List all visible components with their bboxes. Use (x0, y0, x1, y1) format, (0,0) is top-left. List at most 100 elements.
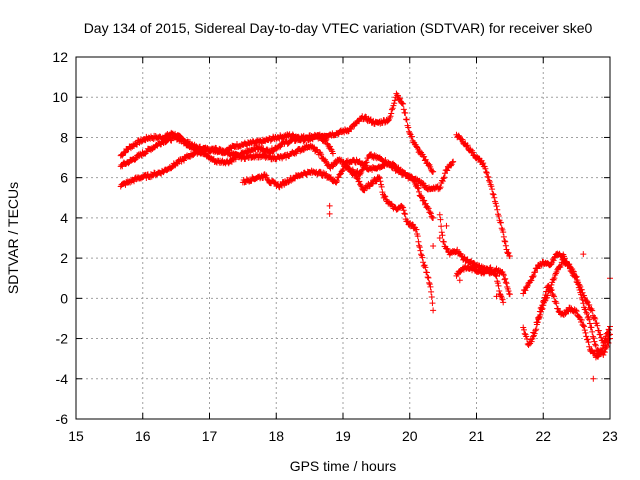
data-point (327, 174, 334, 181)
data-point (423, 269, 430, 276)
data-point (444, 246, 451, 253)
data-point (317, 168, 324, 175)
data-point (494, 280, 501, 287)
y-tick-label: 8 (60, 129, 68, 145)
data-point (420, 262, 427, 269)
outlier-point (436, 235, 443, 241)
data-point (530, 272, 537, 279)
data-point (580, 300, 587, 307)
data-point (551, 275, 558, 282)
data-point (597, 331, 604, 338)
data-point (318, 151, 325, 158)
data-point (437, 216, 444, 223)
data-point (584, 336, 591, 343)
data-point (545, 288, 552, 295)
data-point (422, 156, 429, 163)
data-point (590, 315, 597, 322)
data-point (521, 330, 528, 337)
data-point (588, 347, 595, 354)
x-tick-label: 18 (268, 428, 284, 444)
plot-frame (75, 56, 611, 420)
y-tick-label: 10 (52, 89, 68, 105)
data-point (389, 105, 396, 112)
data-point (232, 156, 239, 163)
data-point (578, 291, 585, 298)
data-point (397, 95, 404, 102)
data-point (354, 175, 361, 182)
data-point (168, 137, 175, 144)
data-point (414, 184, 421, 191)
data-point (494, 206, 501, 213)
data-point (552, 298, 559, 305)
outlier-point (326, 210, 333, 217)
data-point (376, 175, 383, 182)
data-point (489, 190, 496, 197)
data-point (487, 181, 494, 188)
data-point (415, 185, 422, 192)
data-point (381, 192, 388, 199)
data-point (399, 204, 406, 211)
data-point (590, 335, 597, 342)
data-point (457, 135, 464, 142)
data-point (408, 133, 415, 140)
data-point (356, 178, 363, 185)
data-point (190, 143, 197, 150)
data-point (554, 305, 561, 312)
data-point (388, 110, 395, 117)
data-point (495, 282, 502, 289)
y-tick-label: -2 (56, 331, 69, 347)
data-point (595, 347, 602, 354)
data-point (400, 204, 407, 211)
data-point (566, 261, 573, 268)
data-point (585, 339, 592, 346)
data-point (533, 326, 540, 333)
data-point (416, 244, 423, 251)
data-point (483, 169, 490, 176)
data-point (348, 126, 355, 133)
data-point (534, 319, 541, 326)
data-point (409, 221, 416, 228)
data-point (497, 291, 504, 298)
data-point (541, 298, 548, 305)
data-point (132, 156, 139, 163)
data-point (506, 291, 513, 298)
chart-title: Day 134 of 2015, Sidereal Day-to-day VTE… (84, 20, 593, 36)
data-point (382, 193, 389, 200)
data-point (592, 315, 599, 322)
data-point (589, 328, 596, 335)
data-point (589, 333, 596, 340)
data-point (573, 308, 580, 315)
data-point (388, 200, 395, 207)
y-tick-labels: -6 -4 -2 0 2 4 6 8 10 12 (52, 49, 68, 427)
data-point (428, 288, 435, 295)
data-point (492, 272, 499, 279)
data-point (495, 213, 502, 220)
data-point (499, 296, 506, 303)
data-point (401, 210, 408, 217)
data-point (547, 284, 554, 291)
data-point (502, 238, 509, 245)
data-point (430, 214, 437, 221)
data-point (493, 273, 500, 280)
data-point (584, 310, 591, 317)
data-point (493, 203, 500, 210)
data-point (497, 219, 504, 226)
grid-lines (75, 56, 611, 420)
data-point (492, 200, 499, 207)
data-point (496, 288, 503, 295)
data-point (524, 282, 531, 289)
data-point (260, 145, 267, 152)
data-point (605, 332, 612, 339)
data-point (426, 279, 433, 286)
data-point (577, 316, 584, 323)
data-point (483, 169, 490, 176)
data-point (422, 200, 429, 207)
data-point (428, 213, 435, 220)
data-point (416, 242, 423, 249)
data-point (598, 334, 605, 341)
data-point (421, 197, 428, 204)
data-point (539, 305, 546, 312)
data-point (583, 333, 590, 340)
data-point (584, 298, 591, 305)
outlier-point (443, 222, 450, 229)
